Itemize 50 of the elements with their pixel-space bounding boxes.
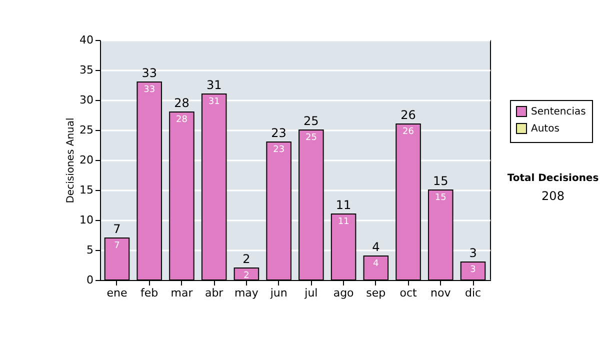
x-tick-label: jul	[304, 286, 318, 300]
data-label: 7	[114, 241, 120, 251]
x-tick-label: sep	[366, 286, 386, 300]
y-tick-label: 15	[80, 184, 94, 196]
total-label: 33	[142, 66, 157, 80]
data-label: 3	[470, 265, 476, 275]
y-tick-label: 35	[80, 64, 94, 76]
x-tick-label: abr	[204, 286, 224, 300]
total-label: 28	[174, 96, 190, 110]
data-label: 2	[244, 271, 250, 281]
y-tick-label: 0	[86, 274, 94, 286]
x-tick-label: ago	[333, 286, 354, 300]
total-label: 7	[113, 222, 121, 236]
total-label: 11	[336, 198, 352, 212]
total-label: 26	[400, 108, 416, 122]
data-label: 15	[434, 193, 446, 203]
y-tick-label: 25	[80, 124, 94, 136]
data-label: 31	[208, 97, 220, 107]
x-tick-label: nov	[430, 286, 452, 300]
x-tick-label: oct	[400, 286, 418, 300]
x-tick-label: mar	[170, 286, 194, 300]
data-label: 23	[273, 145, 285, 155]
total-label: 23	[271, 126, 286, 140]
x-tick-label: dic	[464, 286, 482, 300]
total-label: 4	[372, 240, 380, 254]
text: Total Decisiones	[507, 173, 599, 184]
text: 208	[542, 189, 564, 203]
y-tick-label: 10	[80, 214, 94, 226]
data-label: 26	[402, 127, 414, 137]
y-axis-title: Decisiones Anual	[66, 118, 77, 204]
total-label: 31	[206, 78, 222, 92]
x-tick-label: feb	[140, 286, 158, 300]
y-tick-label: 40	[80, 34, 94, 46]
total-label: 2	[242, 252, 250, 266]
x-tick-label: may	[234, 286, 259, 300]
x-tick-label: ene	[106, 286, 128, 300]
x-tick-label: jun	[269, 286, 288, 300]
total-label: 3	[469, 246, 477, 260]
data-label: 25	[305, 133, 317, 143]
total-label: 15	[433, 174, 448, 188]
y-tick-label: 30	[80, 94, 94, 106]
legend-label: Autos	[531, 124, 560, 134]
data-label: 4	[373, 259, 380, 269]
total-label: 25	[304, 114, 319, 128]
legend-label: Sentencias	[531, 106, 586, 118]
data-label: 33	[144, 85, 156, 95]
data-label: 11	[338, 217, 350, 227]
data-label: 28	[176, 115, 188, 125]
y-tick-label: 5	[86, 244, 94, 256]
y-tick-label: 20	[80, 154, 94, 166]
